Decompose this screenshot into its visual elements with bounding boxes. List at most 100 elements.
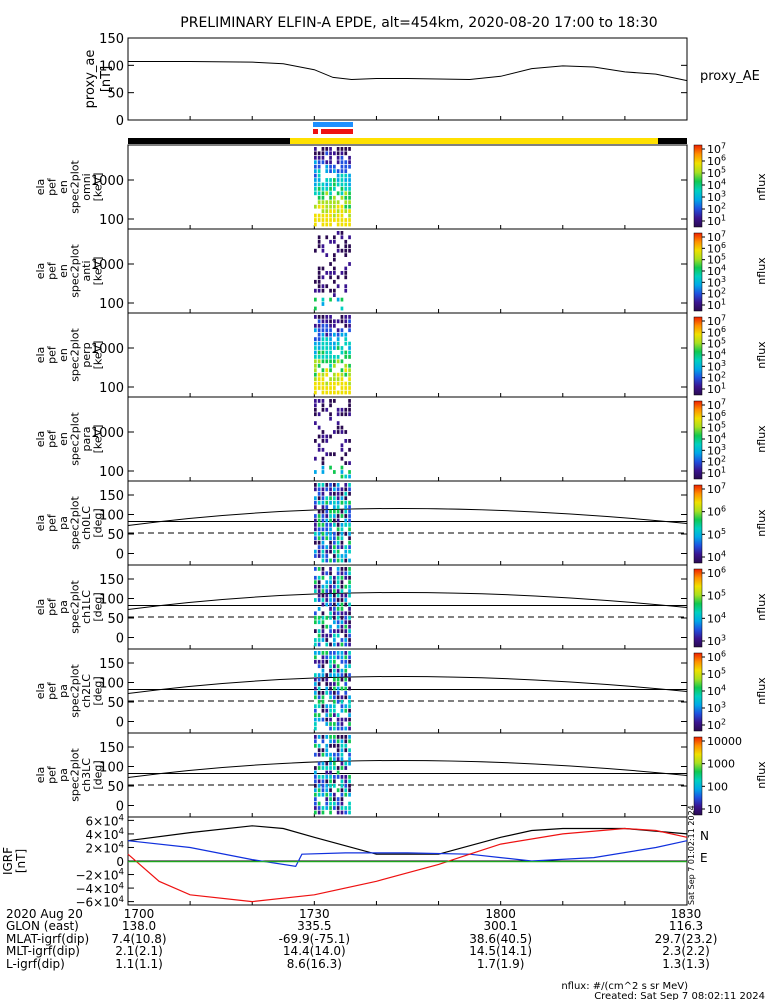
spectrogram-pixel: [336, 500, 340, 505]
spectrogram-pixel: [340, 222, 344, 227]
spectrogram-pixel: [340, 218, 344, 222]
spectrogram-pixel: [314, 575, 317, 580]
spectrogram-pixel: [333, 757, 336, 761]
spectrogram-pixel: [325, 332, 329, 337]
b-series-black: [127, 825, 688, 855]
spectrogram-pixel: [329, 151, 332, 156]
spectrogram-pixel: [344, 558, 348, 563]
colorbar-tick-label: 104: [707, 264, 726, 278]
spectrogram-pixel: [321, 584, 325, 589]
spectrogram-pixel: [317, 491, 321, 496]
spectrogram-pixel: [325, 686, 329, 691]
spectrogram-pixel: [340, 558, 344, 563]
spectrogram-pixel: [317, 213, 321, 218]
colorbar-tick-label: 103: [707, 359, 726, 373]
spectrogram-pixel: [344, 651, 348, 655]
spectrogram-pixel: [344, 659, 348, 664]
panel-ylabel-line: perp: [80, 342, 93, 367]
spectrogram-pixel: [329, 752, 332, 757]
spectrogram-pixel: [321, 677, 325, 682]
spectrogram-pixel: [325, 735, 329, 739]
spectrogram-pixel: [348, 739, 351, 744]
panel-ylabel-line: ela: [34, 515, 47, 532]
spectrogram-pixel: [348, 806, 351, 810]
footer-created: Created: Sat Sep 7 08:02:11 2024: [594, 991, 765, 1000]
spectrogram-pixel: [325, 717, 329, 722]
spectrogram-pixel: [325, 801, 329, 806]
time-axis-cell: 2.1(2.1): [115, 944, 163, 958]
spectrogram-pixel: [333, 691, 336, 695]
spectrogram-pixel: [317, 483, 321, 487]
spectrogram-pixel: [329, 615, 332, 620]
spectrogram-pixel: [348, 567, 351, 571]
spectrogram-pixel: [340, 779, 344, 784]
spectrogram-pixel: [314, 673, 317, 677]
spectrogram-pixel: [317, 677, 321, 682]
spectrogram-pixel: [336, 505, 340, 509]
spectrogram-pixel: [321, 735, 325, 739]
spectrogram-pixel: [321, 788, 325, 793]
spectrogram-pixel: [314, 611, 317, 616]
spectrogram-pixel: [325, 624, 329, 629]
spectrogram-pixel: [321, 752, 325, 757]
spectrogram-pixel: [314, 337, 317, 341]
spectrogram-pixel: [333, 783, 336, 788]
spectrogram-pixel: [314, 629, 317, 633]
spectrogram-pixel: [344, 743, 348, 748]
spectrogram-pixel: [333, 611, 336, 616]
ae-ylabel-unit: [nT]: [99, 66, 114, 92]
panel-ytick-label: 0: [116, 548, 124, 563]
spectrogram-pixel: [340, 350, 344, 355]
spectrogram-pixel: [340, 722, 344, 726]
spectrogram-pixel: [348, 187, 351, 191]
spectrogram-pixel: [314, 775, 317, 779]
colorbar-label-text: nflux: [755, 173, 768, 201]
spectrogram-pixel: [329, 624, 332, 629]
spectrogram-pixel: [329, 806, 332, 810]
spectrogram-pixel: [348, 788, 351, 793]
colorbar-tick-label: 101: [707, 466, 726, 480]
spectrogram-pixel: [336, 801, 340, 806]
spectrogram-pixel: [344, 386, 348, 390]
spectrogram-pixel: [336, 381, 340, 386]
ae-ylabel-line: proxy_ae: [83, 50, 98, 109]
spectrogram-pixel: [321, 323, 325, 328]
spectrogram-pixel: [333, 332, 336, 337]
spectrogram-pixel: [344, 315, 348, 319]
spectrogram-pixel: [314, 783, 317, 788]
spectrogram-pixel: [340, 496, 344, 501]
spectrogram-pixel: [325, 182, 329, 187]
spectrogram-pixel: [336, 726, 340, 731]
spectrogram-pixel: [340, 801, 344, 806]
spectrogram-pixel: [340, 407, 344, 412]
spectrogram-pixel: [336, 673, 340, 677]
spectrogram-pixel: [348, 319, 351, 324]
spectrogram-pixel: [329, 691, 332, 695]
spectrogram-pixel: [333, 726, 336, 731]
spectrogram-pixel: [317, 195, 321, 200]
spectrogram-pixel: [325, 722, 329, 726]
spectrogram-pixel: [317, 355, 321, 359]
spectrogram-pixel: [336, 797, 340, 801]
panel-ylabel-line: ch1LC: [80, 590, 93, 624]
spectrogram-pixel: [317, 783, 321, 788]
spectrogram-pixel: [321, 328, 325, 333]
spectrogram-pixel: [317, 717, 321, 722]
spectrogram-pixel: [317, 169, 321, 173]
spectrogram-pixel: [336, 735, 340, 739]
spectrogram-pixel: [317, 447, 321, 452]
spectrogram-pixel: [317, 766, 321, 770]
spectrogram-pixel: [317, 743, 321, 748]
spectrogram-pixel: [333, 677, 336, 682]
spectrogram-pixel: [340, 611, 344, 616]
spectrogram-pixel: [329, 713, 332, 717]
spectrogram-pixel: [314, 218, 317, 222]
spectrogram-pixel: [348, 527, 351, 532]
time-axis-cell: 300.1: [483, 919, 517, 933]
spectrogram-pixel: [333, 386, 336, 390]
spectrogram-pixel: [321, 359, 325, 364]
spectrogram-pixel: [348, 195, 351, 200]
spectrogram-pixel: [314, 363, 317, 368]
spectrogram-pixel: [348, 655, 351, 660]
